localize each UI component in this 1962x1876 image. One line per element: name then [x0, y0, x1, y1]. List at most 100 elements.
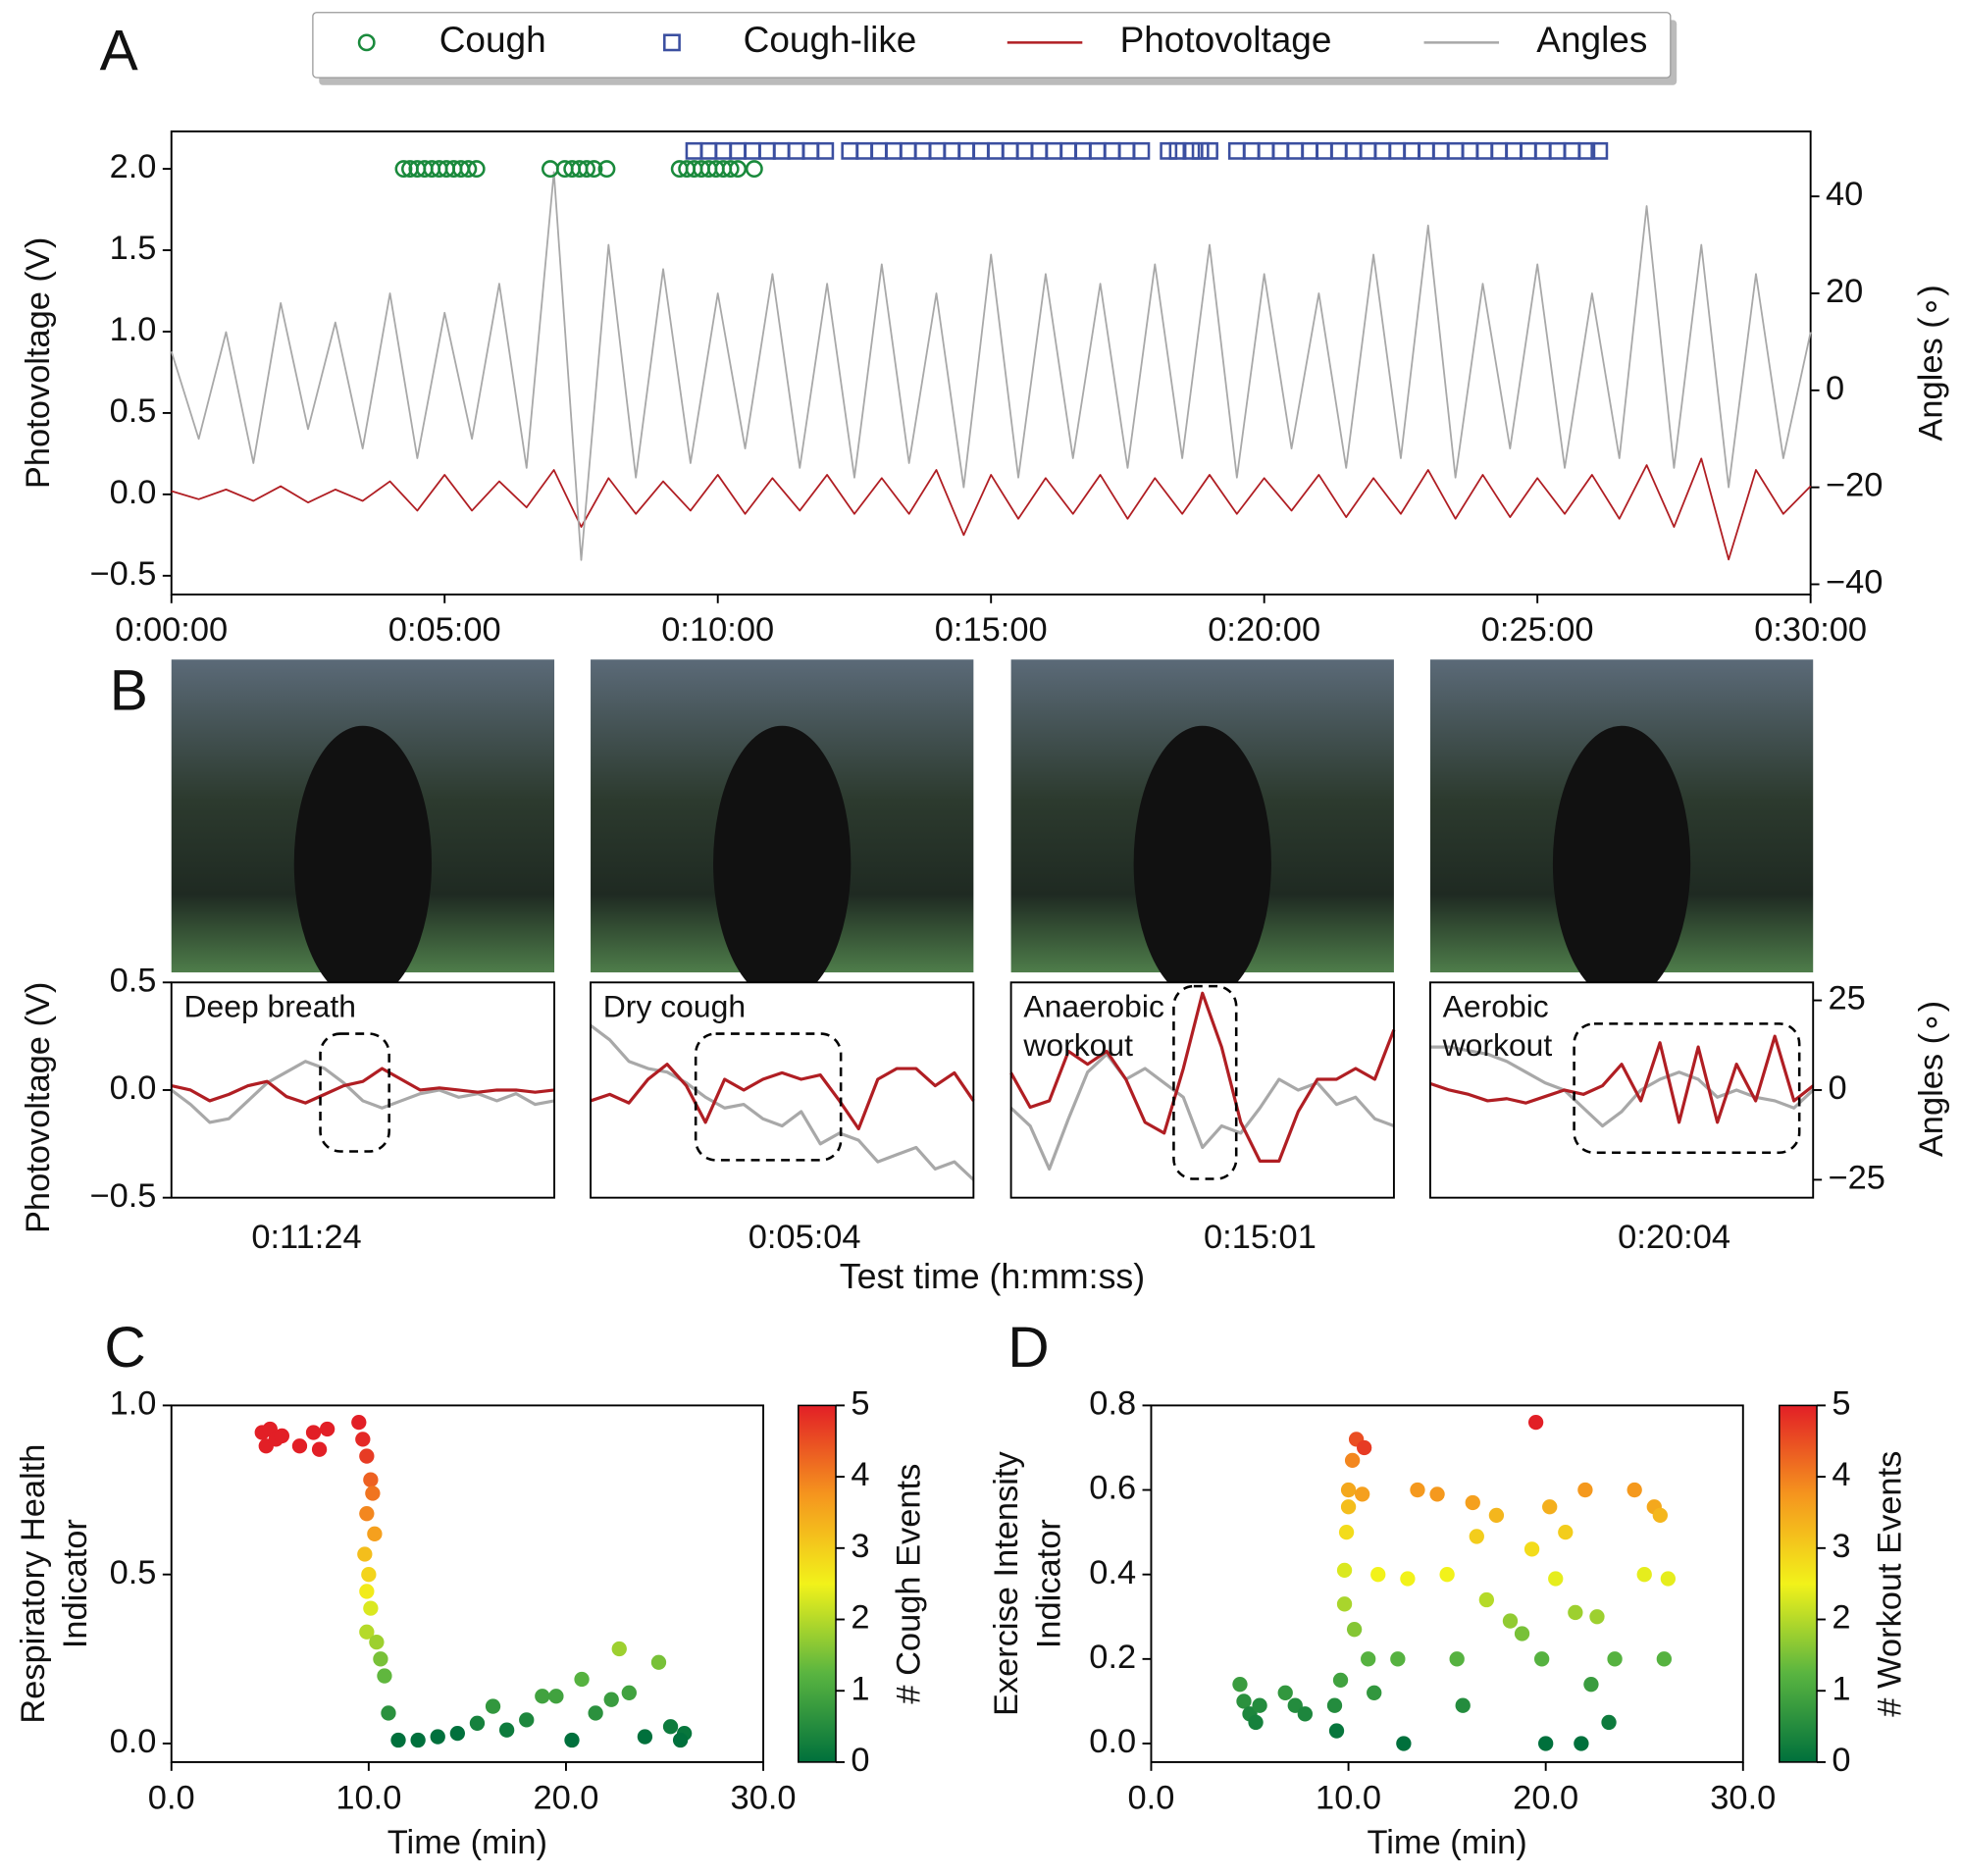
- legend-label: Photovoltage: [1120, 20, 1332, 60]
- legend-marker: [357, 33, 376, 52]
- point: [672, 1732, 689, 1748]
- cough-like-marker: [1563, 141, 1581, 160]
- point: [637, 1729, 653, 1745]
- point: [274, 1428, 290, 1444]
- y-tick-label: −0.5: [89, 555, 156, 593]
- cough-like-marker: [1475, 141, 1494, 160]
- plot-bg: [1010, 982, 1394, 1198]
- angle-line: [1009, 1052, 1395, 1172]
- cough-like-marker: [1088, 141, 1107, 160]
- cough-like-marker: [1344, 141, 1363, 160]
- cough-like-marker: [685, 141, 703, 160]
- x-tick-label: 0:25:00: [1481, 611, 1594, 649]
- cough-like-marker: [1103, 141, 1121, 160]
- point: [603, 1692, 619, 1707]
- point: [367, 1526, 383, 1541]
- y-tick-label: 25: [1829, 980, 1866, 1017]
- point: [498, 1722, 515, 1738]
- cough-like-marker: [986, 141, 1005, 160]
- y-tick-label: 0.4: [1089, 1554, 1136, 1591]
- cough-like-marker: [1316, 141, 1333, 160]
- annotation: Anaerobic: [1023, 988, 1164, 1023]
- cough-marker: [467, 160, 486, 179]
- cough-marker: [745, 160, 763, 179]
- angle-line: [1429, 1045, 1815, 1128]
- y-tick-label: 0.0: [110, 1069, 157, 1107]
- cough-like-marker: [972, 141, 990, 160]
- colorbar-tick-label: 5: [851, 1384, 869, 1422]
- angle-line: [590, 1023, 975, 1181]
- legend-label: Cough-like: [744, 20, 917, 60]
- cough-like-marker: [1301, 141, 1319, 160]
- point: [1336, 1562, 1353, 1579]
- y-axis-label: Photovoltage (V): [20, 237, 57, 489]
- angle-line: [170, 1060, 555, 1124]
- x-tick-label: 20.0: [533, 1779, 598, 1816]
- y-tick-label: 0.0: [110, 474, 157, 511]
- plot-frame: [1150, 1404, 1744, 1763]
- point: [1357, 1439, 1372, 1456]
- point: [1367, 1685, 1382, 1700]
- y-tick-label: −25: [1829, 1159, 1885, 1196]
- x-tick-label: 0:05:04: [749, 1219, 861, 1256]
- point: [548, 1689, 564, 1704]
- point: [1455, 1697, 1471, 1713]
- point: [319, 1421, 336, 1437]
- point: [1340, 1499, 1357, 1515]
- y-axis-label: Indicator: [57, 1519, 94, 1648]
- point: [359, 1448, 375, 1464]
- point: [1340, 1482, 1357, 1498]
- point: [1589, 1609, 1605, 1625]
- cough-like-marker: [1431, 141, 1450, 160]
- cough-like-marker: [1182, 141, 1201, 160]
- highlight-box: [1573, 1022, 1801, 1155]
- plot-frame: [590, 981, 975, 1199]
- colorbar-tick-label: 0: [1832, 1742, 1850, 1779]
- photovoltage-line: [590, 1063, 975, 1131]
- x-axis-label: Time (min): [1368, 1824, 1527, 1861]
- point: [1538, 1736, 1554, 1751]
- point: [1469, 1529, 1484, 1544]
- point: [1429, 1486, 1445, 1502]
- x-tick-label: 30.0: [1710, 1779, 1776, 1816]
- cough-like-marker: [870, 141, 888, 160]
- cough-like-marker: [1191, 141, 1210, 160]
- point: [574, 1671, 590, 1688]
- y2-axis-label: Angles (∘): [1913, 285, 1950, 441]
- y-tick-label: −40: [1826, 564, 1883, 601]
- point: [363, 1600, 379, 1616]
- point: [1390, 1651, 1406, 1667]
- point: [1577, 1482, 1593, 1498]
- cough-like-marker: [772, 141, 791, 160]
- y-tick-label: −0.5: [89, 1177, 156, 1215]
- point: [430, 1729, 445, 1745]
- colorbar-tick-label: 1: [851, 1670, 869, 1707]
- cough-like-marker: [899, 141, 917, 160]
- cough-like-marker: [801, 141, 820, 160]
- colorbar-tick-label: 2: [1832, 1599, 1850, 1637]
- point: [359, 1624, 375, 1640]
- cough-like-marker: [1590, 141, 1609, 160]
- point: [369, 1634, 385, 1650]
- cough-marker: [585, 160, 603, 179]
- y-tick-label: 20: [1826, 273, 1863, 310]
- cough-marker: [729, 160, 748, 179]
- point: [1652, 1507, 1668, 1524]
- colorbar: [798, 1404, 837, 1763]
- point: [1636, 1567, 1652, 1583]
- legend-label: Cough: [439, 20, 546, 60]
- plot-bg: [591, 982, 974, 1198]
- point: [355, 1432, 371, 1447]
- cough-like-marker: [1577, 141, 1596, 160]
- annotation: Dry cough: [603, 988, 746, 1023]
- cough-like-marker: [787, 141, 805, 160]
- point: [1297, 1706, 1313, 1722]
- x-tick-label: 0:30:00: [1754, 611, 1867, 649]
- point: [377, 1668, 392, 1684]
- point: [1607, 1651, 1623, 1667]
- y-tick-label: 40: [1826, 176, 1863, 213]
- cough-like-marker: [943, 141, 961, 160]
- colorbar: [1779, 1404, 1818, 1763]
- colorbar-tick-label: 4: [1832, 1456, 1850, 1493]
- point: [1232, 1677, 1248, 1693]
